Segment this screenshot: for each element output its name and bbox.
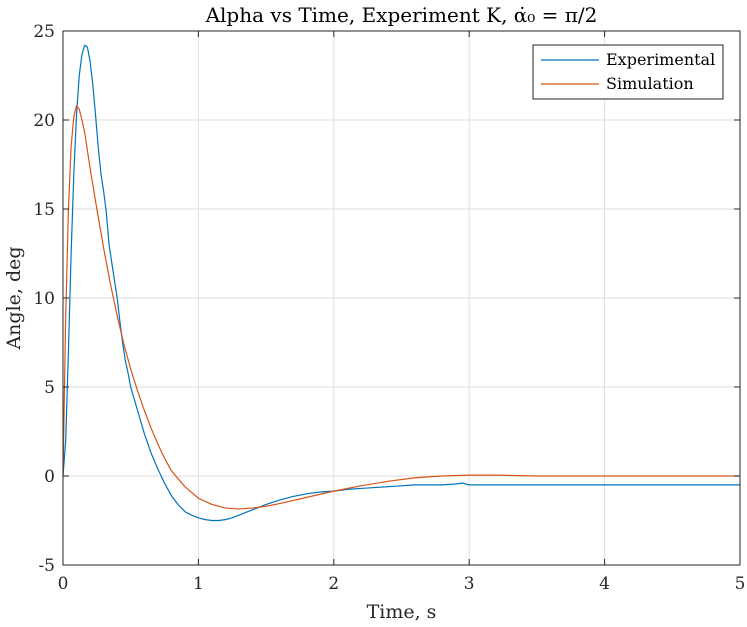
y-tick-label: 10 — [33, 289, 55, 309]
chart-title: Alpha vs Time, Experiment K, α̇₀ = π/2 — [205, 3, 598, 27]
x-tick-label: 0 — [58, 574, 69, 594]
legend-label-experimental: Experimental — [606, 50, 715, 69]
y-tick-label: -5 — [38, 556, 55, 576]
series-line-simulation — [62, 105, 740, 510]
x-tick-label: 1 — [193, 574, 204, 594]
x-tick-label: 4 — [599, 574, 610, 594]
legend-label-simulation: Simulation — [606, 74, 694, 93]
series-line-experimental — [62, 44, 740, 522]
x-tick-label: 2 — [328, 574, 339, 594]
x-axis-label: Time, s — [367, 601, 437, 623]
y-tick-label: 0 — [44, 467, 55, 487]
y-tick-label: 15 — [33, 200, 55, 220]
y-tick-label: 20 — [33, 111, 55, 131]
legend-box — [532, 44, 724, 100]
x-tick-label: 3 — [464, 574, 475, 594]
y-axis-label: Angle, deg — [3, 246, 25, 350]
x-tick-label: 5 — [735, 574, 746, 594]
legend: Experimental Simulation — [532, 44, 724, 100]
y-tick-label: 5 — [44, 378, 55, 398]
y-tick-label: 25 — [33, 22, 55, 42]
series-lines — [62, 44, 740, 522]
